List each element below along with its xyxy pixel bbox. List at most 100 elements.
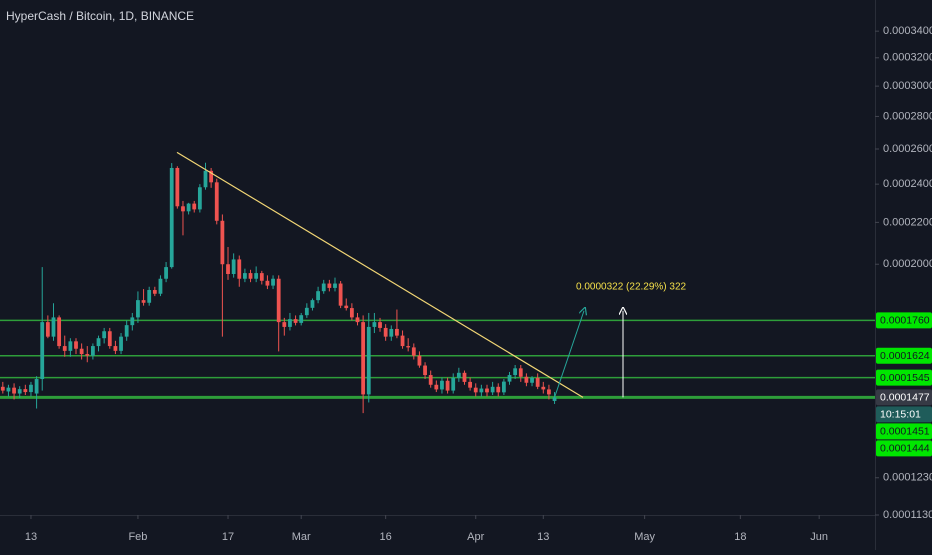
candle-body bbox=[186, 203, 191, 212]
candle-body bbox=[79, 348, 84, 355]
y-tick-label: 0.0001230 bbox=[883, 472, 932, 484]
x-tick-label: Apr bbox=[467, 531, 484, 543]
candle-body bbox=[288, 319, 292, 327]
candle-body bbox=[102, 331, 107, 339]
candle-body bbox=[372, 322, 377, 327]
x-tick-label: May bbox=[634, 531, 655, 543]
candle-body bbox=[496, 386, 501, 393]
candle-body bbox=[518, 368, 523, 377]
price-tag-label: 0.0001545 bbox=[880, 372, 930, 384]
candle-body bbox=[12, 387, 16, 394]
candle-body bbox=[209, 170, 214, 183]
y-tick-label: 0.0001130 bbox=[883, 509, 932, 521]
candle-body bbox=[456, 372, 461, 378]
candle-body bbox=[349, 308, 354, 318]
candle-body bbox=[411, 347, 416, 356]
candle-body bbox=[152, 290, 157, 294]
candle-body bbox=[265, 280, 270, 286]
candle-body bbox=[361, 322, 366, 395]
candle-body bbox=[136, 300, 140, 318]
candle-body bbox=[90, 346, 95, 356]
price-tag-label: 0.0001451 bbox=[880, 426, 930, 438]
candle-body bbox=[468, 381, 473, 388]
y-tick-label: 0.0003000 bbox=[883, 80, 932, 92]
y-tick-label: 0.0002600 bbox=[883, 143, 932, 155]
y-tick-label: 0.0002000 bbox=[883, 258, 932, 270]
x-tick-label: 13 bbox=[537, 531, 549, 543]
candle-body bbox=[282, 322, 287, 327]
candle-body bbox=[355, 317, 360, 323]
candle-body bbox=[130, 317, 135, 326]
y-tick-label: 0.0002200 bbox=[883, 216, 932, 228]
price-tag bbox=[876, 440, 932, 457]
candle-body bbox=[181, 206, 185, 212]
candle-body bbox=[316, 291, 320, 301]
candle-body bbox=[428, 375, 433, 385]
x-tick-label: 17 bbox=[222, 531, 234, 543]
trend-line bbox=[176, 151, 584, 398]
y-tick-label: 0.0003200 bbox=[883, 52, 932, 64]
x-tick-label: 13 bbox=[25, 531, 37, 543]
candle-body bbox=[231, 259, 236, 275]
price-tag-label: 0.0001760 bbox=[880, 315, 930, 327]
candle-body bbox=[45, 322, 50, 337]
chart-title: HyperCash / Bitcoin, 1D, BINANCE bbox=[6, 9, 194, 23]
candle-body bbox=[485, 388, 489, 393]
candle-body bbox=[271, 278, 275, 286]
price-tag bbox=[876, 369, 932, 386]
plot-area: 0.0000322 (22.29%) 322 bbox=[0, 151, 875, 414]
candle-body bbox=[113, 346, 118, 351]
candle-body bbox=[254, 273, 259, 279]
candle-body bbox=[85, 354, 90, 356]
candle-body bbox=[327, 283, 332, 288]
candle-body bbox=[51, 317, 56, 337]
candle-body bbox=[119, 336, 123, 351]
candle-body bbox=[175, 167, 180, 207]
price-tag-label: 0.0001624 bbox=[880, 350, 930, 362]
candle-body bbox=[96, 338, 101, 347]
candle-body bbox=[530, 377, 534, 383]
x-tick-label: Feb bbox=[128, 531, 147, 543]
candle-body bbox=[389, 328, 394, 337]
candle-body bbox=[197, 187, 202, 210]
countdown-tag bbox=[876, 406, 932, 423]
candle-body bbox=[40, 322, 45, 380]
candle-body bbox=[17, 389, 22, 394]
candle-body bbox=[304, 307, 309, 316]
candle-body bbox=[62, 346, 67, 351]
y-tick-label: 0.0002400 bbox=[883, 178, 932, 190]
candle-body bbox=[0, 386, 5, 391]
candle-body bbox=[147, 290, 152, 303]
candle-body bbox=[366, 326, 371, 395]
y-tick-label: 0.0002800 bbox=[883, 110, 932, 122]
candle-body bbox=[299, 315, 304, 323]
price-tag bbox=[876, 312, 932, 329]
candle-body bbox=[259, 273, 264, 281]
candle-body bbox=[547, 389, 551, 395]
candle-body bbox=[417, 355, 422, 366]
candle-body bbox=[440, 380, 444, 390]
candle-body bbox=[243, 273, 247, 279]
x-tick-label: 16 bbox=[380, 531, 392, 543]
candle-body bbox=[434, 384, 439, 390]
candle-body bbox=[406, 346, 411, 348]
x-tick-label: 18 bbox=[734, 531, 746, 543]
candle-body bbox=[507, 375, 512, 382]
candle-body bbox=[293, 319, 298, 323]
candle-body bbox=[220, 220, 225, 265]
x-tick-label: Jun bbox=[810, 531, 828, 543]
candle-body bbox=[34, 379, 39, 394]
candle-body bbox=[192, 203, 197, 210]
candle-body bbox=[490, 386, 495, 393]
y-tick-label: 0.0003400 bbox=[883, 25, 932, 37]
candle-body bbox=[333, 283, 337, 288]
candle-body bbox=[462, 372, 467, 382]
candle-body bbox=[226, 264, 230, 275]
price-tag bbox=[876, 389, 932, 406]
candle-body bbox=[141, 300, 146, 303]
projection-arrow bbox=[554, 311, 584, 398]
candle-body bbox=[479, 388, 484, 393]
candle-body bbox=[169, 167, 174, 268]
